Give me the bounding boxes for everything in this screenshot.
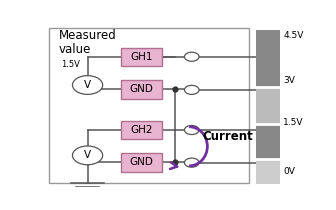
Circle shape	[184, 125, 199, 135]
Text: Measured
value: Measured value	[59, 29, 117, 56]
Text: Current: Current	[202, 130, 253, 143]
Text: 1.5V: 1.5V	[283, 118, 304, 127]
Bar	[121, 80, 162, 99]
Bar	[121, 121, 162, 139]
Bar	[256, 87, 280, 124]
Text: GND: GND	[130, 157, 154, 167]
Text: V: V	[84, 150, 91, 160]
Text: 4.5V: 4.5V	[283, 31, 304, 40]
Bar	[256, 30, 280, 87]
Circle shape	[184, 52, 199, 61]
Bar	[256, 124, 280, 159]
Text: 3V: 3V	[283, 76, 295, 85]
Circle shape	[73, 146, 103, 165]
Circle shape	[184, 158, 199, 167]
Text: GH2: GH2	[130, 125, 153, 135]
Circle shape	[73, 76, 103, 94]
Circle shape	[184, 85, 199, 94]
Text: V: V	[84, 80, 91, 90]
Text: 0V: 0V	[283, 167, 295, 176]
Bar	[256, 159, 280, 184]
Bar	[121, 153, 162, 172]
Text: GH1: GH1	[130, 52, 153, 62]
Text: GND: GND	[130, 84, 154, 94]
Bar	[121, 48, 162, 66]
Bar	[48, 28, 249, 183]
Text: 1.5V: 1.5V	[61, 59, 80, 68]
